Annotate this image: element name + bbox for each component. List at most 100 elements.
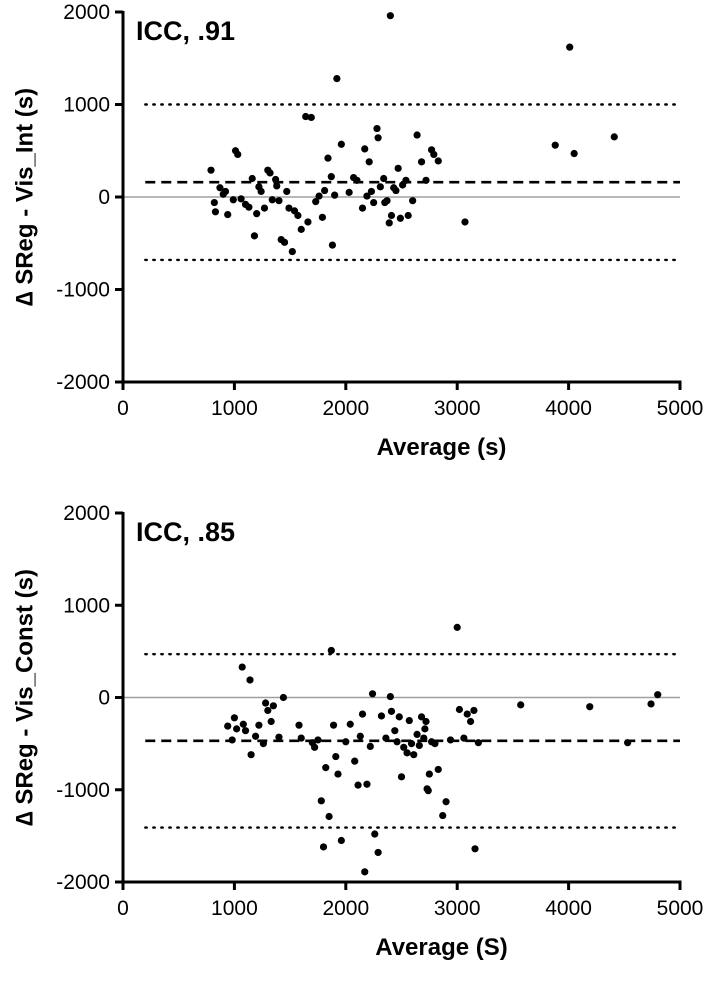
y-tick-label: -1000: [56, 779, 110, 802]
data-point: [269, 702, 277, 710]
data-point: [394, 164, 402, 172]
data-point: [275, 197, 283, 205]
data-point: [551, 141, 559, 149]
data-point: [386, 692, 394, 701]
data-point: [251, 732, 260, 740]
x-tick-label: 3000: [434, 397, 481, 420]
x-tick-label: 2000: [322, 397, 369, 420]
data-point: [367, 187, 376, 196]
data-point: [280, 238, 289, 246]
data-point: [392, 186, 400, 195]
y-tick-label: 1000: [63, 94, 110, 117]
data-point: [356, 732, 364, 740]
data-point: [216, 184, 224, 192]
data-point: [434, 157, 442, 165]
data-point: [304, 218, 312, 226]
data-point: [273, 182, 281, 190]
data-point: [297, 225, 305, 233]
data-point: [327, 646, 335, 655]
x-tick-label: 2000: [322, 897, 369, 920]
data-point: [471, 845, 479, 853]
chart-panel-2: -2000 -1000 0 1000 2000 0 1000 2000 3000 4000 5000…: [11, 502, 703, 961]
x-tick-label: 3000: [434, 897, 481, 920]
data-point: [363, 780, 371, 788]
data-point: [413, 730, 421, 739]
data-point: [237, 195, 245, 203]
data-point: [517, 701, 525, 709]
data-point: [380, 174, 388, 183]
data-point: [319, 843, 328, 851]
data-point: [424, 787, 432, 795]
data-point: [264, 706, 272, 715]
data-point: [224, 722, 232, 730]
x-tick-label: 1000: [211, 897, 258, 920]
data-point: [275, 733, 283, 741]
data-point: [402, 176, 410, 184]
data-point: [337, 140, 345, 148]
data-point: [422, 717, 430, 726]
data-point: [267, 717, 275, 726]
x-tick-label: 5000: [657, 897, 704, 920]
y-tick-label: 0: [98, 186, 110, 209]
data-point: [322, 764, 330, 772]
data-point: [346, 720, 354, 728]
data-point: [327, 173, 335, 181]
data-point: [259, 740, 267, 748]
data-point: [395, 713, 403, 721]
data-point: [358, 710, 367, 718]
data-point: [431, 740, 439, 748]
data-point: [446, 736, 455, 744]
icc-annotation: ICC, .85: [136, 517, 235, 547]
data-point: [283, 187, 291, 196]
data-point: [470, 706, 478, 715]
data-point: [463, 710, 471, 718]
data-point: [430, 150, 438, 159]
data-point: [434, 765, 442, 774]
data-point: [385, 219, 393, 227]
data-point: [342, 738, 350, 746]
data-point: [332, 752, 340, 761]
data-point: [345, 188, 353, 196]
data-point: [417, 713, 426, 721]
data-point: [238, 663, 246, 671]
data-point: [453, 623, 461, 631]
data-point: [405, 716, 413, 725]
x-tick-label: 4000: [545, 897, 592, 920]
data-point: [294, 211, 302, 220]
data-point: [266, 169, 274, 177]
data-point: [403, 749, 411, 757]
data-point: [421, 725, 429, 733]
data-point: [442, 798, 450, 806]
x-tick-label: 0: [117, 897, 129, 920]
data-point: [321, 186, 329, 195]
data-point: [396, 214, 404, 222]
data-point: [328, 241, 337, 249]
data-point: [315, 192, 323, 200]
data-point: [374, 134, 382, 142]
data-point: [302, 112, 310, 121]
data-point: [257, 187, 265, 196]
data-point: [647, 700, 655, 708]
data-point: [337, 836, 345, 845]
data-point: [211, 208, 220, 216]
data-point: [439, 811, 447, 820]
data-point: [624, 739, 632, 747]
data-point: [373, 124, 381, 133]
data-point: [229, 196, 237, 204]
data-point: [307, 113, 315, 122]
y-tick-label: -2000: [56, 371, 110, 394]
data-point: [317, 797, 325, 805]
data-point: [387, 211, 396, 220]
data-point: [415, 741, 423, 750]
x-tick-label: 5000: [657, 397, 704, 420]
data-point: [460, 734, 468, 742]
data-point: [353, 176, 361, 184]
data-point: [407, 740, 416, 748]
data-point: [351, 757, 359, 765]
data-point: [253, 210, 261, 218]
data-point: [245, 203, 253, 211]
data-point: [370, 198, 378, 207]
data-point: [361, 868, 369, 876]
data-point: [241, 727, 250, 735]
